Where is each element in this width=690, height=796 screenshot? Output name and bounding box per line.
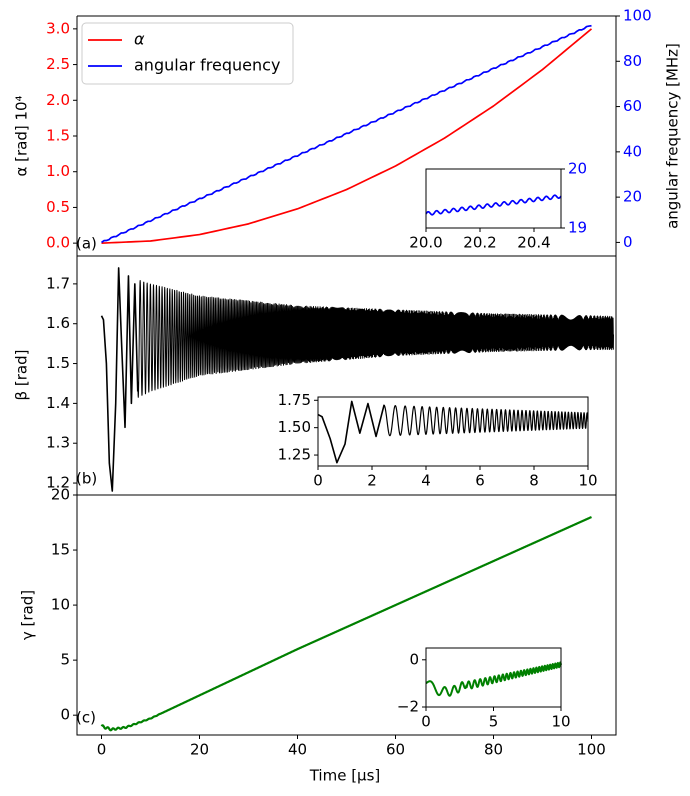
x-tick-label: 20 — [190, 741, 209, 759]
y-tick-label: 1.6 — [46, 314, 70, 332]
x-tick-label: 10 — [578, 472, 597, 490]
panel-label-c: (c) — [76, 709, 96, 727]
legend-label-frequency: angular frequency — [134, 56, 280, 75]
y-tick-label: 15 — [51, 541, 70, 559]
panel-label-b: (b) — [76, 470, 97, 488]
inset-b: 1.25 1.50 1.75 0 2 4 6 8 10 — [278, 391, 598, 490]
panel-b: 1.2 1.3 1.4 1.5 1.6 1.7 β [rad] (b) 1.25 1.50 1.75… — [13, 255, 617, 496]
y-tick-label: 1.3 — [46, 434, 70, 452]
y-tick-label-right: 100 — [623, 7, 652, 25]
y-axis-label: γ [rad] — [19, 590, 37, 640]
y-tick-label: 1.75 — [278, 391, 311, 409]
x-tick-label: 20.0 — [409, 234, 442, 252]
x-tick-label: 6 — [475, 472, 485, 490]
y-tick-label: 0 — [409, 650, 419, 668]
beta-line — [137, 280, 614, 398]
legend: α angular frequency — [81, 22, 294, 85]
y-axis-label: α [rad] 10⁴ — [13, 95, 31, 176]
inset-b-line — [383, 404, 589, 437]
y-tick-label-right: 0 — [623, 233, 633, 251]
y-tick-label-right: 20 — [623, 188, 642, 206]
y-tick-label-right: 40 — [623, 142, 642, 160]
y-tick-label: 5 — [60, 651, 70, 669]
x-tick-label: 0 — [421, 713, 431, 731]
y-tick-label: −2 — [397, 698, 419, 716]
x-tick-label: 60 — [386, 741, 405, 759]
y-tick-label: 0.0 — [46, 234, 70, 252]
x-tick-label: 0 — [313, 472, 323, 490]
y-tick-label: 1.0 — [46, 162, 70, 180]
y-tick-label: 10 — [51, 596, 70, 614]
x-tick-label: 40 — [288, 741, 307, 759]
y-tick-label: 3.0 — [46, 19, 70, 37]
y-tick-label-right: 60 — [623, 97, 642, 115]
y-tick-label: 2.5 — [46, 55, 70, 73]
y-tick-label-right: 19 — [568, 219, 587, 237]
alpha-line — [101, 28, 593, 244]
inset-a-frame — [425, 168, 562, 229]
x-tick-label: 8 — [529, 472, 539, 490]
x-tick-label: 2 — [367, 472, 377, 490]
legend-label-alpha: α — [134, 30, 145, 49]
y-tick-label-right: 20 — [568, 160, 587, 178]
panel-label-a: (a) — [76, 235, 97, 253]
x-tick-label: 5 — [489, 713, 499, 731]
panel-c-frame — [76, 494, 617, 736]
beta-early-line — [100, 267, 139, 492]
y-tick-label: 1.2 — [46, 474, 70, 492]
inset-a-background — [426, 169, 561, 228]
inset-b-frame — [317, 396, 589, 467]
x-tick-label: 10 — [551, 713, 570, 731]
y-tick-label: 1.5 — [46, 127, 70, 145]
inset-b-early-line — [317, 400, 385, 464]
y-tick-label: 0 — [60, 706, 70, 724]
x-tick-label: 80 — [484, 741, 503, 759]
x-tick-label: 0 — [97, 741, 107, 759]
inset-a: 19 20 20.0 20.2 20.4 — [409, 160, 587, 252]
x-axis-label: Time [μs] — [309, 767, 381, 785]
y-tick-label: 1.50 — [278, 418, 311, 436]
angular-frequency-line — [101, 24, 592, 244]
inset-c: −200 5 10 — [397, 647, 571, 731]
gamma-line — [100, 516, 593, 732]
panel-a: 0.0 0.5 1.0 1.5 2.0 2.5 3.0 0 20 40 60 80 100 α [rad]… — [13, 7, 682, 256]
y-tick-label: 1.25 — [278, 446, 311, 464]
x-tick-label: 4 — [421, 472, 431, 490]
y-axis-label: β [rad] — [13, 350, 31, 401]
legend-box — [81, 22, 294, 85]
y-tick-label: 1.4 — [46, 394, 70, 412]
y-tick-label: 0.5 — [46, 198, 70, 216]
inset-a-line — [425, 194, 562, 216]
x-tick-label: 20.2 — [463, 234, 496, 252]
y-tick-label: 2.0 — [46, 91, 70, 109]
y-tick-label: 20 — [51, 486, 70, 504]
inset-c-line — [425, 661, 562, 697]
y-tick-label-right: 80 — [623, 52, 642, 70]
y-axis-label-right: angular frequency [MHz] — [664, 43, 682, 229]
y-tick-label: 1.5 — [46, 354, 70, 372]
x-tick-label: 20.4 — [517, 234, 550, 252]
y-tick-label: 1.7 — [46, 274, 70, 292]
x-tick-label: 100 — [577, 741, 606, 759]
